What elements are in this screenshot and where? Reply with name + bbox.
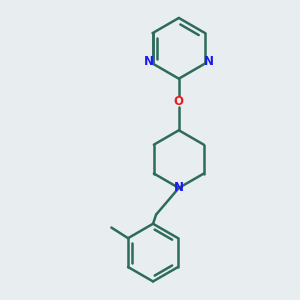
Text: N: N [174, 182, 184, 194]
Text: N: N [204, 56, 214, 68]
Text: N: N [144, 56, 154, 68]
Text: O: O [174, 95, 184, 108]
